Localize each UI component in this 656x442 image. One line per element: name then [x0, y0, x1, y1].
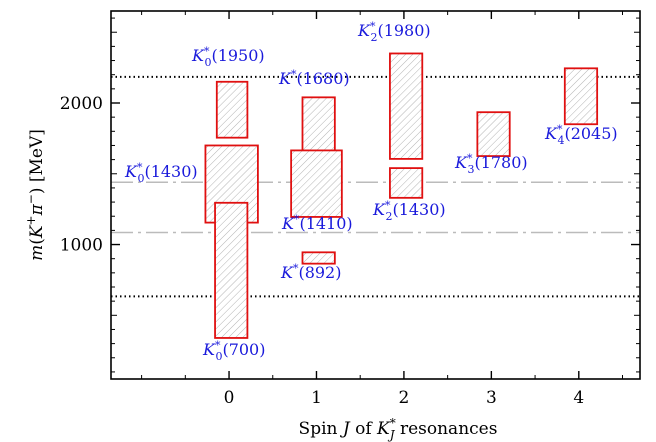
resonance-box-9: [563, 67, 599, 126]
resonance-label-5: K*(892): [280, 262, 341, 282]
resonance-box-7: [389, 167, 424, 199]
resonance-box-4: [290, 149, 343, 218]
reference-lines: [111, 75, 640, 298]
resonance-label-0: K* 0(1950): [191, 45, 265, 69]
resonance-box-2: [214, 201, 249, 339]
resonance-label-3: K*(1680): [278, 68, 350, 88]
resonance-label-8: K* 3(1780): [454, 152, 528, 176]
plot-frame: [110, 10, 641, 380]
resonance-label-6: K* 2(1980): [357, 20, 431, 44]
y-tick-label: 2000: [60, 94, 103, 114]
x-tick-label: 3: [486, 388, 497, 408]
x-tick-label: 2: [399, 388, 410, 408]
x-tick-label: 0: [224, 388, 235, 408]
x-tick-label: 1: [311, 388, 322, 408]
x-tick-label: 4: [573, 388, 584, 408]
axis-ticks: 0 1 2 3 4 1000 2000: [60, 11, 640, 408]
resonance-box-6: [389, 52, 424, 160]
x-axis-label: Spin J of K* J resonances: [299, 416, 498, 442]
resonance-boxes: [204, 52, 599, 339]
resonance-box-8: [476, 111, 511, 157]
resonance-labels: K* 0(1950) K* 0(1430) K* 0(700) K*(1680) K*(141…: [124, 20, 618, 363]
resonance-label-9: K* 4(2045): [544, 123, 618, 147]
x-axis-title: Spin J of K* J resonances: [299, 416, 498, 442]
resonance-label-1: K* 0(1430): [124, 161, 198, 185]
y-tick-label: 1000: [60, 236, 103, 256]
resonance-box-0: [215, 80, 249, 139]
resonance-label-2: K* 0(700): [202, 339, 265, 363]
y-axis-title: m(K+π−) [MeV]: [24, 129, 47, 261]
y-axis-label: m(K+π−) [MeV]: [24, 129, 47, 261]
resonance-label-4: K*(1410): [281, 213, 353, 233]
resonance-label-7: K* 2(1430): [372, 199, 446, 223]
resonance-box-5: [301, 251, 336, 265]
